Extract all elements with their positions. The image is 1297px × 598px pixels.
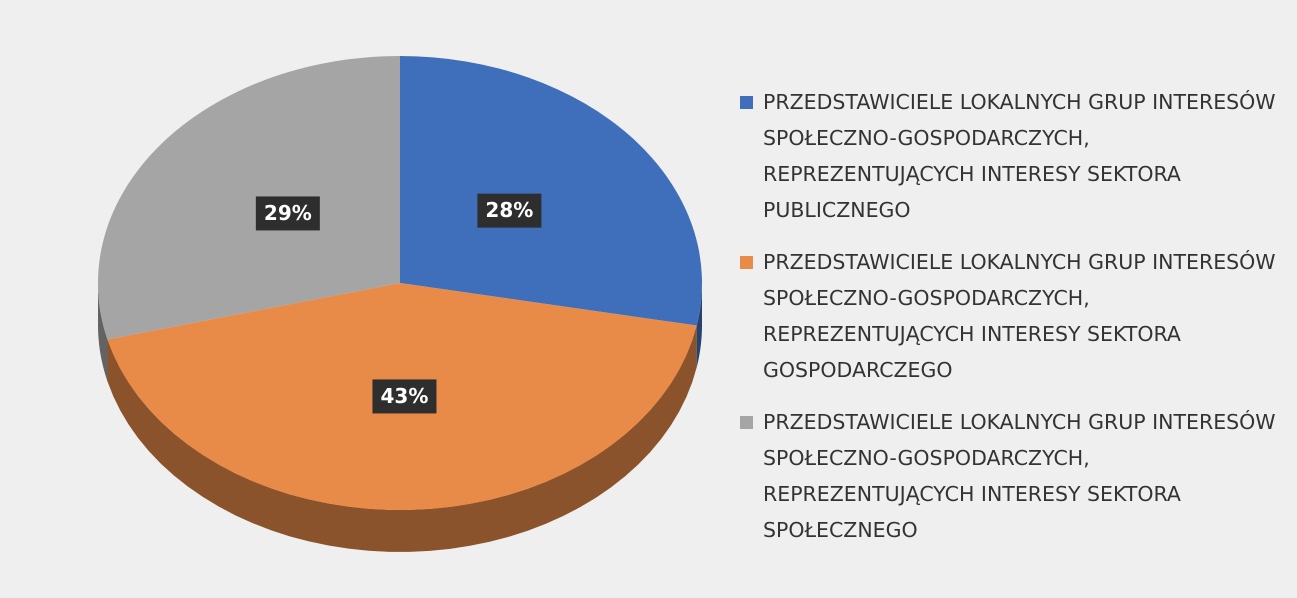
data-label: 29% [264,201,312,225]
legend: PRZEDSTAWICIELE LOKALNYCH GRUP INTERESÓW… [740,84,1280,564]
label-box [477,193,542,228]
legend-label: PRZEDSTAWICIELE LOKALNYCH GRUP INTERESÓW… [763,250,1276,382]
legend-swatch [740,416,753,429]
slice-side [696,283,702,368]
label-box [255,196,320,231]
slice-side [107,325,697,552]
slice [97,56,400,340]
data-label: 28% [485,198,533,222]
legend-label: PRZEDSTAWICIELE LOKALNYCH GRUP INTERESÓW… [763,410,1276,542]
label-box [372,379,437,414]
legend-swatch [740,96,753,109]
legend-item: PRZEDSTAWICIELE LOKALNYCH GRUP INTERESÓW… [740,244,1280,388]
slice-side [98,283,108,382]
data-label: 43% [381,384,429,408]
legend-swatch [740,256,753,269]
legend-item: PRZEDSTAWICIELE LOKALNYCH GRUP INTERESÓW… [740,84,1280,228]
slice [400,56,702,326]
legend-label: PRZEDSTAWICIELE LOKALNYCH GRUP INTERESÓW… [763,90,1276,222]
legend-item: PRZEDSTAWICIELE LOKALNYCH GRUP INTERESÓW… [740,404,1280,548]
